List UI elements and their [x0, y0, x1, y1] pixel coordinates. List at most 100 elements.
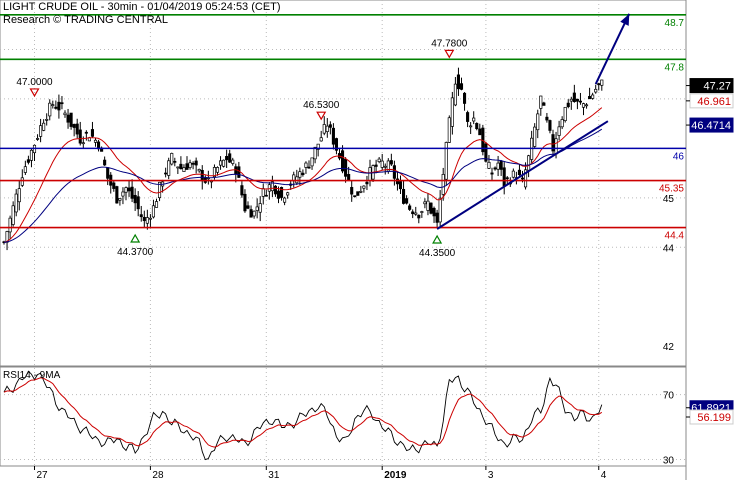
candle-body: [584, 104, 589, 107]
candle-body: [185, 163, 189, 170]
candle-body: [215, 167, 220, 173]
candle-body: [331, 127, 335, 145]
candle-body: [57, 101, 61, 111]
candle-body: [463, 92, 467, 104]
candle-body: [258, 203, 262, 213]
rsi-panel: [0, 366, 687, 467]
candle-body: [368, 167, 372, 181]
candle-body: [414, 212, 418, 215]
candle-body: [459, 83, 464, 90]
candle-body: [350, 187, 354, 195]
candle-body: [304, 162, 308, 168]
candle-body: [84, 131, 88, 134]
low-label: 44.3700: [117, 247, 154, 258]
candle-body: [112, 182, 116, 189]
candle-body: [405, 198, 409, 204]
candle-body: [39, 125, 43, 137]
candle-body: [472, 117, 476, 122]
candle-body: [313, 146, 317, 160]
candle-body: [581, 103, 586, 108]
high-label: 46.5300: [303, 100, 340, 111]
candle-body: [423, 201, 427, 205]
moving-average-line: [3, 107, 603, 243]
level-label: 47.8: [665, 62, 685, 73]
candle-body: [569, 98, 573, 102]
candle-body: [563, 106, 567, 121]
candle-body: [51, 104, 55, 106]
candle-body: [389, 160, 393, 165]
candle-body: [127, 187, 131, 192]
candle-body: [420, 211, 424, 213]
candle-body: [191, 162, 195, 165]
candle-body: [533, 126, 537, 147]
candle-body: [219, 160, 223, 166]
candle-body: [298, 171, 302, 178]
projection-arrow-head: [620, 13, 630, 26]
candle-body: [511, 170, 515, 178]
candle-body: [444, 142, 448, 180]
candle-body: [450, 97, 454, 127]
candle-body: [240, 185, 244, 196]
candle-body: [438, 197, 442, 223]
candle-body: [20, 177, 24, 186]
candle-body: [35, 138, 40, 140]
candle-body: [347, 174, 351, 181]
candle-body: [45, 118, 49, 121]
candle-body: [496, 162, 500, 170]
projection-arrow-shaft: [594, 13, 631, 85]
y-tick-label: 42: [663, 342, 675, 353]
candle-body: [353, 195, 357, 198]
candle-body: [435, 212, 439, 223]
candle-body: [578, 100, 583, 103]
chart-credit: Research © TRADING CENTRAL: [3, 14, 168, 26]
candle-body: [197, 169, 201, 172]
candle-body: [145, 217, 149, 224]
candle-body: [255, 206, 259, 211]
candle-body: [148, 217, 152, 220]
candles-group: [2, 67, 604, 251]
candle-body: [310, 157, 314, 167]
candle-body: [362, 185, 366, 189]
candle-body: [93, 139, 98, 143]
candle-body: [374, 164, 378, 167]
candle-body: [554, 138, 558, 155]
candle-body: [139, 214, 143, 218]
candle-body: [566, 102, 570, 108]
candle-body: [106, 167, 110, 179]
high-marker: [444, 49, 455, 59]
x-tick-label: 28: [152, 470, 164, 480]
candle-body: [334, 138, 339, 151]
candle-body: [249, 209, 253, 218]
high-label: 47.0000: [16, 77, 53, 88]
high-label: 47.7800: [431, 38, 468, 49]
candle-body: [231, 159, 235, 164]
candle-body: [280, 187, 284, 198]
candle-body: [398, 181, 403, 190]
candle-body: [273, 185, 278, 195]
candle-body: [383, 165, 387, 168]
candle-body: [588, 96, 592, 100]
candle-body: [246, 205, 250, 209]
price-tag: 46.4714: [691, 120, 731, 132]
candle-body: [441, 174, 445, 195]
candle-body: [158, 181, 162, 199]
candle-body: [115, 186, 119, 204]
candle-body: [29, 149, 34, 161]
candle-body: [548, 120, 552, 131]
candle-body: [179, 163, 183, 170]
candle-body: [499, 160, 503, 170]
trendline: [436, 120, 609, 230]
candle-body: [517, 169, 522, 176]
candle-body: [90, 129, 95, 137]
candle-body: [176, 166, 180, 169]
level-label: 45.35: [659, 184, 684, 195]
price-tag: 46.961: [697, 96, 731, 108]
low-marker: [432, 234, 443, 244]
candle-body: [341, 150, 345, 172]
candle-body: [130, 186, 134, 199]
level-label: 44.4: [665, 231, 685, 242]
y-tick-label: 44: [663, 243, 675, 254]
candle-body: [325, 125, 329, 132]
